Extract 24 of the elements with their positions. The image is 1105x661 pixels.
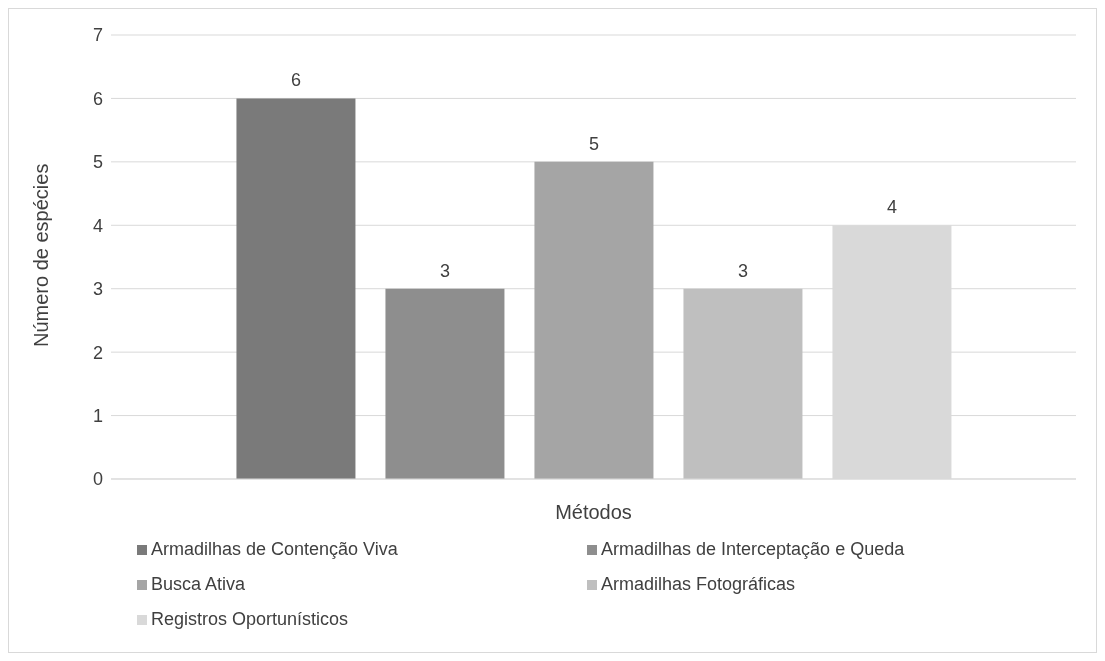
bar (534, 161, 654, 479)
legend-label: Registros Oportunísticos (151, 609, 349, 630)
bar (236, 98, 356, 479)
y-tick-label: 3 (92, 279, 103, 300)
y-tick-label: 4 (92, 215, 103, 236)
y-tick-label: 0 (92, 469, 103, 490)
legend-label: Busca Ativa (151, 574, 246, 595)
legend-label: Armadilhas Fotográficas (601, 574, 796, 595)
data-label: 4 (886, 197, 897, 218)
bar (385, 288, 505, 479)
x-axis-title: Métodos (555, 501, 632, 523)
data-label: 6 (290, 70, 301, 91)
legend-label: Armadilhas de Interceptação e Queda (601, 539, 905, 560)
y-axis-title: Número de espécies (30, 163, 53, 347)
y-tick-label: 7 (92, 25, 103, 46)
bar (683, 288, 803, 479)
data-label: 3 (439, 260, 450, 281)
data-label: 5 (588, 133, 599, 154)
y-tick-label: 6 (92, 88, 103, 109)
y-tick-label: 2 (92, 342, 103, 363)
data-label: 3 (737, 260, 748, 281)
y-tick-label: 5 (92, 152, 103, 173)
y-tick-label: 1 (92, 405, 103, 426)
legend-label: Armadilhas de Contenção Viva (151, 539, 398, 560)
